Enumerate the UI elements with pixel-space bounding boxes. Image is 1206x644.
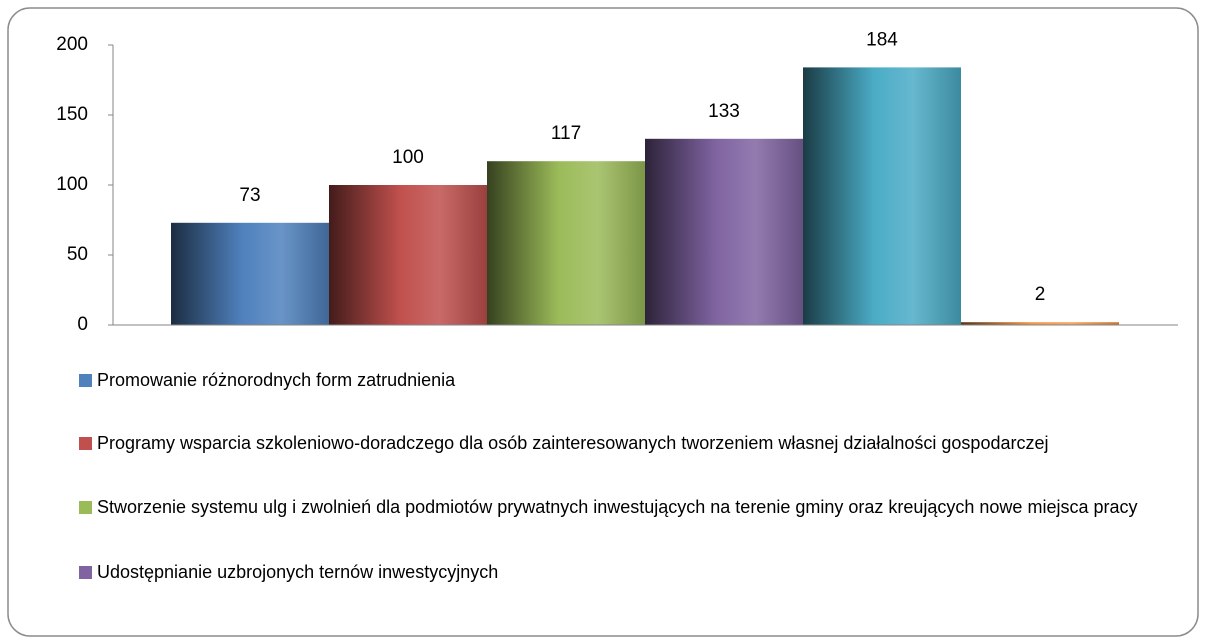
y-tick-label: 150 — [56, 104, 88, 125]
legend-swatch — [79, 374, 92, 387]
bar — [645, 138, 803, 325]
bar — [329, 185, 487, 325]
bar — [803, 67, 961, 326]
data-label: 133 — [708, 101, 740, 122]
legend-item: Programy wsparcia szkoleniowo-doradczego… — [79, 431, 1194, 456]
data-label: 100 — [392, 147, 424, 168]
legend-swatch — [79, 501, 92, 514]
bar — [487, 161, 645, 325]
legend-item: Stworzenie systemu ulg i zwolnień dla po… — [79, 495, 1194, 520]
bar — [961, 322, 1119, 325]
data-label: 2 — [1035, 284, 1046, 305]
data-label: 73 — [239, 185, 260, 206]
y-tick-label: 0 — [77, 314, 88, 335]
data-label: 184 — [866, 29, 898, 50]
legend-label: Udostępnianie uzbrojonych ternów inwesty… — [97, 562, 499, 582]
bar — [171, 222, 329, 325]
legend-label: Promowanie różnorodnych form zatrudnieni… — [97, 370, 456, 390]
y-tick-label: 100 — [56, 174, 88, 195]
legend-item: Promowanie różnorodnych form zatrudnieni… — [79, 368, 1194, 393]
legend-item: Udostępnianie uzbrojonych ternów inwesty… — [79, 560, 1194, 585]
data-label: 117 — [551, 123, 581, 144]
legend-label: Programy wsparcia szkoleniowo-doradczego… — [97, 433, 1049, 453]
legend-swatch — [79, 566, 92, 579]
y-tick-label: 200 — [56, 34, 88, 55]
legend-swatch — [79, 437, 92, 450]
y-tick-label: 50 — [67, 244, 88, 265]
legend-label: Stworzenie systemu ulg i zwolnień dla po… — [97, 497, 1138, 517]
